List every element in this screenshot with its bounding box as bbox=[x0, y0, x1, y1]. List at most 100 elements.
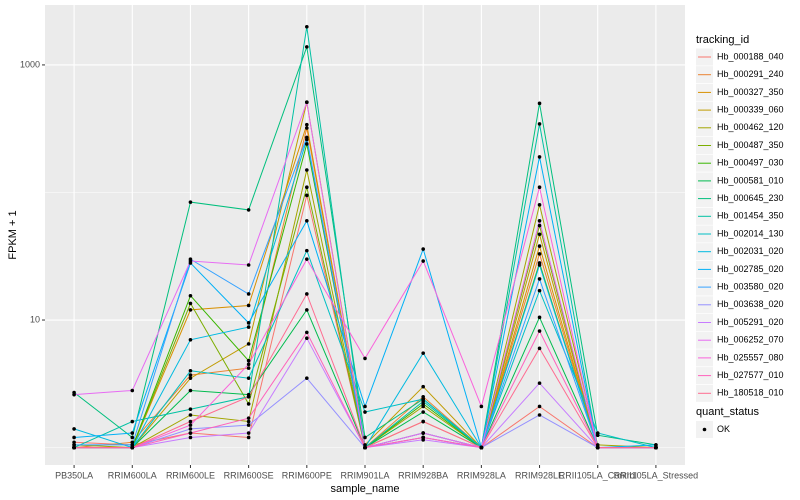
data-point bbox=[537, 404, 542, 409]
data-point bbox=[188, 200, 193, 204]
data-point bbox=[537, 277, 542, 281]
data-point bbox=[188, 376, 193, 380]
data-point bbox=[595, 445, 600, 450]
data-point bbox=[305, 100, 309, 105]
data-point bbox=[421, 397, 425, 401]
data-point bbox=[188, 368, 193, 373]
data-point bbox=[72, 440, 76, 445]
x-axis-label: sample_name bbox=[330, 483, 399, 495]
data-point bbox=[537, 203, 542, 207]
data-point bbox=[305, 257, 309, 261]
data-point bbox=[421, 351, 425, 355]
x-tick-label: RRIM928BA bbox=[398, 470, 448, 480]
legend-label: Hb_000291_240 bbox=[717, 69, 784, 79]
data-point bbox=[246, 342, 251, 346]
data-point bbox=[246, 423, 251, 427]
legend-label: Hb_002785_020 bbox=[717, 264, 784, 274]
data-point bbox=[72, 435, 76, 440]
data-point bbox=[305, 308, 309, 312]
data-point bbox=[363, 404, 367, 409]
data-point bbox=[246, 362, 251, 367]
data-point bbox=[188, 259, 193, 263]
legend-label: Hb_000188_040 bbox=[717, 51, 784, 61]
legend-title: quant_status bbox=[696, 406, 759, 418]
data-point bbox=[305, 248, 309, 253]
data-point bbox=[188, 427, 193, 431]
data-point bbox=[421, 402, 425, 406]
data-point bbox=[421, 431, 425, 435]
x-tick-label: RRIM600SE bbox=[224, 470, 274, 480]
data-point bbox=[363, 356, 367, 361]
legend-point bbox=[702, 427, 707, 432]
data-point bbox=[537, 263, 542, 267]
data-point bbox=[188, 301, 193, 306]
x-tick-label: RRIM928LA bbox=[457, 470, 506, 480]
data-point bbox=[188, 293, 193, 298]
legend-label: Hb_002014_130 bbox=[717, 228, 784, 238]
data-point bbox=[537, 218, 542, 223]
data-point bbox=[363, 410, 367, 414]
legend-label: Hb_000487_350 bbox=[717, 140, 784, 150]
data-point bbox=[305, 185, 309, 189]
data-point bbox=[537, 329, 542, 333]
data-point bbox=[537, 346, 542, 351]
legend-label: Hb_002031_020 bbox=[717, 246, 784, 256]
legend-label: Hb_000339_060 bbox=[717, 104, 784, 114]
data-point bbox=[305, 193, 309, 198]
data-point bbox=[421, 419, 425, 424]
data-point bbox=[305, 168, 309, 172]
data-point bbox=[421, 247, 425, 251]
data-point bbox=[246, 395, 251, 399]
data-point bbox=[595, 431, 600, 435]
y-tick-label: 10 bbox=[30, 314, 40, 324]
data-point bbox=[246, 435, 251, 440]
data-point bbox=[305, 376, 309, 380]
data-point bbox=[188, 413, 193, 417]
data-point bbox=[246, 431, 251, 435]
data-point bbox=[421, 384, 425, 389]
data-point bbox=[246, 358, 251, 363]
x-tick-label: RRII105LA_Control bbox=[559, 470, 637, 480]
data-point bbox=[246, 303, 251, 308]
data-point bbox=[537, 122, 542, 126]
data-point bbox=[305, 45, 309, 49]
data-point bbox=[421, 410, 425, 414]
data-point bbox=[246, 325, 251, 329]
x-tick-label: RRIM928LE bbox=[515, 470, 564, 480]
data-point bbox=[537, 288, 542, 293]
data-point bbox=[246, 292, 251, 296]
data-point bbox=[479, 445, 484, 450]
legend-label: Hb_000327_350 bbox=[717, 87, 784, 97]
data-point bbox=[537, 155, 542, 159]
data-point bbox=[421, 435, 425, 440]
data-point bbox=[188, 337, 193, 342]
data-point bbox=[72, 392, 76, 397]
x-tick-label: RRII105LA_Stressed bbox=[614, 470, 699, 480]
data-point bbox=[537, 223, 542, 228]
data-point bbox=[654, 443, 658, 447]
data-point bbox=[537, 381, 542, 385]
x-tick-label: RRIM600LA bbox=[108, 470, 157, 480]
legend-label: OK bbox=[717, 424, 730, 434]
legend-label: Hb_025557_080 bbox=[717, 352, 784, 362]
data-point bbox=[188, 431, 193, 435]
data-point bbox=[188, 407, 193, 411]
data-point bbox=[305, 135, 309, 140]
legend-label: Hb_000462_120 bbox=[717, 122, 784, 132]
data-point bbox=[537, 252, 542, 256]
data-point bbox=[72, 445, 76, 450]
data-point bbox=[305, 142, 309, 146]
data-point bbox=[537, 185, 542, 189]
x-tick-label: RRIM600PE bbox=[282, 470, 332, 480]
y-tick-label: 1000 bbox=[20, 59, 40, 69]
data-point bbox=[537, 101, 542, 106]
legend-label: Hb_003638_020 bbox=[717, 299, 784, 309]
data-point bbox=[537, 413, 542, 417]
data-point bbox=[421, 404, 425, 409]
data-point bbox=[72, 443, 76, 447]
data-point bbox=[246, 419, 251, 424]
data-point bbox=[130, 419, 135, 424]
data-point bbox=[305, 336, 309, 341]
